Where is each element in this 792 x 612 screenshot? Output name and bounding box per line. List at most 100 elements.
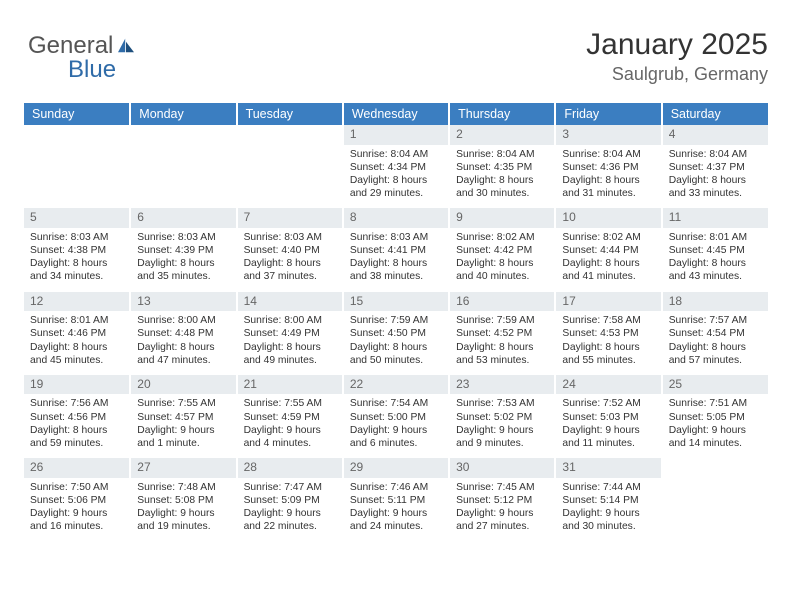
daylight-text: Daylight: 8 hours and 34 minutes. (30, 257, 123, 283)
sunset-text: Sunset: 4:53 PM (562, 327, 654, 340)
sunset-text: Sunset: 5:14 PM (562, 494, 654, 507)
day-details: Sunrise: 7:47 AMSunset: 5:09 PMDaylight:… (238, 478, 342, 540)
sunrise-text: Sunrise: 8:00 AM (244, 314, 336, 327)
calendar-day-cell: 13Sunrise: 8:00 AMSunset: 4:48 PMDayligh… (130, 291, 236, 374)
sunrise-text: Sunrise: 7:50 AM (30, 481, 123, 494)
sunset-text: Sunset: 4:41 PM (350, 244, 442, 257)
day-number: 26 (24, 458, 129, 478)
day-details: Sunrise: 7:55 AMSunset: 4:59 PMDaylight:… (238, 394, 342, 456)
brand-part2: Blue (68, 56, 116, 84)
day-number: 3 (556, 125, 660, 145)
sunset-text: Sunset: 5:12 PM (456, 494, 548, 507)
day-details: Sunrise: 8:03 AMSunset: 4:40 PMDaylight:… (238, 228, 342, 290)
day-details: Sunrise: 7:45 AMSunset: 5:12 PMDaylight:… (450, 478, 554, 540)
day-details: Sunrise: 7:52 AMSunset: 5:03 PMDaylight:… (556, 394, 660, 456)
calendar-day-cell: 20Sunrise: 7:55 AMSunset: 4:57 PMDayligh… (130, 374, 236, 457)
sunrise-text: Sunrise: 7:59 AM (350, 314, 442, 327)
weekday-header: Monday (130, 103, 236, 125)
sunset-text: Sunset: 4:54 PM (669, 327, 762, 340)
day-number: 11 (663, 208, 768, 228)
daylight-text: Daylight: 8 hours and 49 minutes. (244, 341, 336, 367)
sunrise-text: Sunrise: 8:03 AM (244, 231, 336, 244)
daylight-text: Daylight: 9 hours and 14 minutes. (669, 424, 762, 450)
calendar-day-cell: 11Sunrise: 8:01 AMSunset: 4:45 PMDayligh… (662, 207, 768, 290)
calendar-day-cell: 4Sunrise: 8:04 AMSunset: 4:37 PMDaylight… (662, 125, 768, 207)
day-details: Sunrise: 8:02 AMSunset: 4:42 PMDaylight:… (450, 228, 554, 290)
weekday-header: Tuesday (237, 103, 343, 125)
title-block: January 2025 Saulgrub, Germany (586, 28, 768, 85)
calendar-day-cell: 10Sunrise: 8:02 AMSunset: 4:44 PMDayligh… (555, 207, 661, 290)
brand-sail-icon-b (116, 37, 136, 58)
sunset-text: Sunset: 4:44 PM (562, 244, 654, 257)
sunrise-text: Sunrise: 7:47 AM (244, 481, 336, 494)
calendar-day-cell: 16Sunrise: 7:59 AMSunset: 4:52 PMDayligh… (449, 291, 555, 374)
sunrise-text: Sunrise: 7:52 AM (562, 397, 654, 410)
daylight-text: Daylight: 8 hours and 43 minutes. (669, 257, 762, 283)
day-number: 21 (238, 375, 342, 395)
day-details: Sunrise: 8:04 AMSunset: 4:37 PMDaylight:… (663, 145, 768, 207)
sunset-text: Sunset: 5:03 PM (562, 411, 654, 424)
weekday-header: Sunday (24, 103, 130, 125)
sunset-text: Sunset: 4:52 PM (456, 327, 548, 340)
day-number: 4 (663, 125, 768, 145)
calendar-day-cell: 29Sunrise: 7:46 AMSunset: 5:11 PMDayligh… (343, 457, 449, 540)
day-number: 12 (24, 292, 129, 312)
daylight-text: Daylight: 9 hours and 27 minutes. (456, 507, 548, 533)
day-number: 20 (131, 375, 235, 395)
daylight-text: Daylight: 8 hours and 59 minutes. (30, 424, 123, 450)
calendar-day-cell: 25Sunrise: 7:51 AMSunset: 5:05 PMDayligh… (662, 374, 768, 457)
calendar-week-row: 26Sunrise: 7:50 AMSunset: 5:06 PMDayligh… (24, 457, 768, 540)
daylight-text: Daylight: 8 hours and 35 minutes. (137, 257, 229, 283)
daylight-text: Daylight: 8 hours and 30 minutes. (456, 174, 548, 200)
sunset-text: Sunset: 4:49 PM (244, 327, 336, 340)
sunset-text: Sunset: 5:00 PM (350, 411, 442, 424)
calendar-day-cell: 6Sunrise: 8:03 AMSunset: 4:39 PMDaylight… (130, 207, 236, 290)
daylight-text: Daylight: 8 hours and 57 minutes. (669, 341, 762, 367)
daylight-text: Daylight: 8 hours and 29 minutes. (350, 174, 442, 200)
day-details: Sunrise: 7:57 AMSunset: 4:54 PMDaylight:… (663, 311, 768, 373)
sunrise-text: Sunrise: 7:46 AM (350, 481, 442, 494)
sunrise-text: Sunrise: 7:57 AM (669, 314, 762, 327)
sunrise-text: Sunrise: 7:56 AM (30, 397, 123, 410)
daylight-text: Daylight: 8 hours and 41 minutes. (562, 257, 654, 283)
sunrise-text: Sunrise: 7:53 AM (456, 397, 548, 410)
sunrise-text: Sunrise: 7:54 AM (350, 397, 442, 410)
day-number: 1 (344, 125, 448, 145)
day-number: 13 (131, 292, 235, 312)
day-details: Sunrise: 8:00 AMSunset: 4:48 PMDaylight:… (131, 311, 235, 373)
calendar-day-cell: 9Sunrise: 8:02 AMSunset: 4:42 PMDaylight… (449, 207, 555, 290)
day-details: Sunrise: 7:56 AMSunset: 4:56 PMDaylight:… (24, 394, 129, 456)
sunrise-text: Sunrise: 8:01 AM (669, 231, 762, 244)
sunset-text: Sunset: 4:34 PM (350, 161, 442, 174)
calendar-day-cell (24, 125, 130, 207)
sunset-text: Sunset: 5:05 PM (669, 411, 762, 424)
calendar-day-cell: 31Sunrise: 7:44 AMSunset: 5:14 PMDayligh… (555, 457, 661, 540)
day-details: Sunrise: 7:55 AMSunset: 4:57 PMDaylight:… (131, 394, 235, 456)
sunset-text: Sunset: 5:08 PM (137, 494, 229, 507)
brand-logo-stack: General Blue (28, 28, 136, 84)
sunrise-text: Sunrise: 7:55 AM (137, 397, 229, 410)
calendar-day-cell: 5Sunrise: 8:03 AMSunset: 4:38 PMDaylight… (24, 207, 130, 290)
calendar-day-cell: 3Sunrise: 8:04 AMSunset: 4:36 PMDaylight… (555, 125, 661, 207)
page-header: General General (24, 28, 768, 85)
weekday-header: Wednesday (343, 103, 449, 125)
day-number: 27 (131, 458, 235, 478)
day-number: 14 (238, 292, 342, 312)
calendar-day-cell: 24Sunrise: 7:52 AMSunset: 5:03 PMDayligh… (555, 374, 661, 457)
calendar-day-cell: 15Sunrise: 7:59 AMSunset: 4:50 PMDayligh… (343, 291, 449, 374)
daylight-text: Daylight: 8 hours and 47 minutes. (137, 341, 229, 367)
calendar-week-row: 12Sunrise: 8:01 AMSunset: 4:46 PMDayligh… (24, 291, 768, 374)
calendar-table: Sunday Monday Tuesday Wednesday Thursday… (24, 103, 768, 541)
weekday-header: Friday (555, 103, 661, 125)
day-number: 10 (556, 208, 660, 228)
sunrise-text: Sunrise: 7:48 AM (137, 481, 229, 494)
day-details: Sunrise: 8:00 AMSunset: 4:49 PMDaylight:… (238, 311, 342, 373)
day-details: Sunrise: 7:44 AMSunset: 5:14 PMDaylight:… (556, 478, 660, 540)
daylight-text: Daylight: 8 hours and 50 minutes. (350, 341, 442, 367)
day-details: Sunrise: 8:03 AMSunset: 4:38 PMDaylight:… (24, 228, 129, 290)
day-details: Sunrise: 7:54 AMSunset: 5:00 PMDaylight:… (344, 394, 448, 456)
calendar-day-cell: 22Sunrise: 7:54 AMSunset: 5:00 PMDayligh… (343, 374, 449, 457)
sunset-text: Sunset: 4:38 PM (30, 244, 123, 257)
day-details: Sunrise: 8:04 AMSunset: 4:36 PMDaylight:… (556, 145, 660, 207)
day-number: 8 (344, 208, 448, 228)
